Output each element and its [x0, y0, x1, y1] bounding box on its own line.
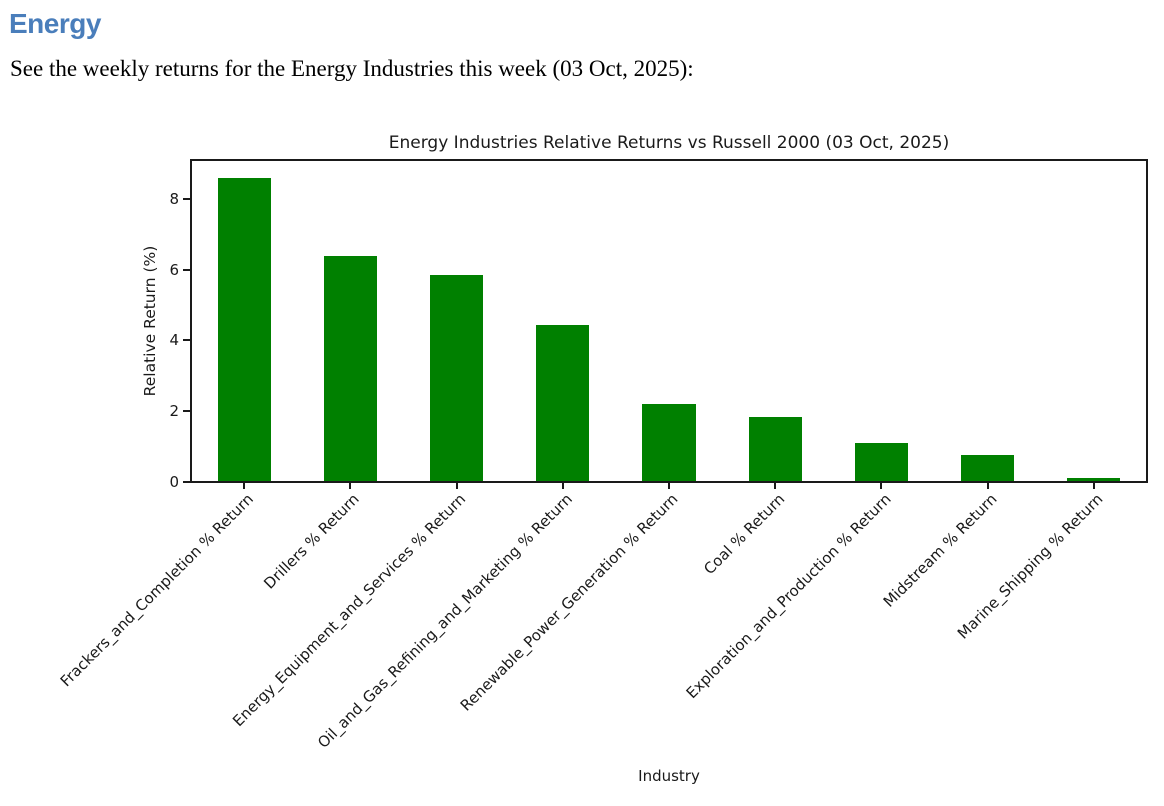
- y-tick-mark: [183, 481, 190, 483]
- x-tick-mark: [243, 483, 246, 489]
- x-tick-mark: [1092, 483, 1095, 489]
- y-tick-mark: [183, 339, 190, 342]
- x-tick-mark: [668, 483, 670, 489]
- y-tick-label: 2: [169, 402, 179, 421]
- x-axis-label: Industry: [638, 767, 700, 785]
- bar: [642, 404, 696, 482]
- x-tick-label: Midstream % Return: [879, 490, 1001, 611]
- x-tick-mark: [986, 483, 989, 489]
- y-tick-label: 0: [169, 473, 179, 491]
- x-tick-label: Frackers_and_Completion % Return: [56, 490, 257, 691]
- x-tick-mark: [349, 483, 352, 489]
- x-tick-label: Energy_Equipment_and_Services % Return: [229, 490, 470, 731]
- plot-area: Frackers_and_Completion % Return Drillers…: [57, 159, 1148, 752]
- x-tick-mark: [455, 483, 458, 489]
- bar: [748, 416, 802, 482]
- x-tick-label: Coal % Return: [699, 490, 788, 579]
- bar: [961, 455, 1015, 482]
- x-tick-label: Exploration_and_Production % Return: [682, 490, 895, 703]
- x-tick-mark: [774, 483, 777, 489]
- x-tick-mark: [880, 483, 883, 489]
- x-tick-mark: [561, 483, 564, 489]
- x-tick-label: Drillers % Return: [260, 490, 364, 593]
- y-tick-label: 6: [169, 260, 179, 279]
- intro-text: See the weekly returns for the Energy In…: [10, 56, 694, 81]
- y-tick-label: 4: [169, 331, 179, 350]
- x-tick-label: Renewable_Power_Generation % Return: [457, 490, 682, 715]
- bar: [536, 324, 590, 482]
- bar: [323, 255, 377, 482]
- y-tick-mark: [183, 410, 190, 413]
- y-tick-label: 8: [169, 189, 179, 208]
- bar: [1067, 478, 1121, 482]
- y-tick-mark: [183, 197, 190, 200]
- bar: [430, 275, 484, 482]
- bar: [854, 443, 908, 482]
- page-title: Energy: [9, 8, 101, 39]
- chart-title: Energy Industries Relative Returns vs Ru…: [388, 133, 950, 153]
- bar: [217, 177, 271, 482]
- y-tick-mark: [183, 268, 190, 271]
